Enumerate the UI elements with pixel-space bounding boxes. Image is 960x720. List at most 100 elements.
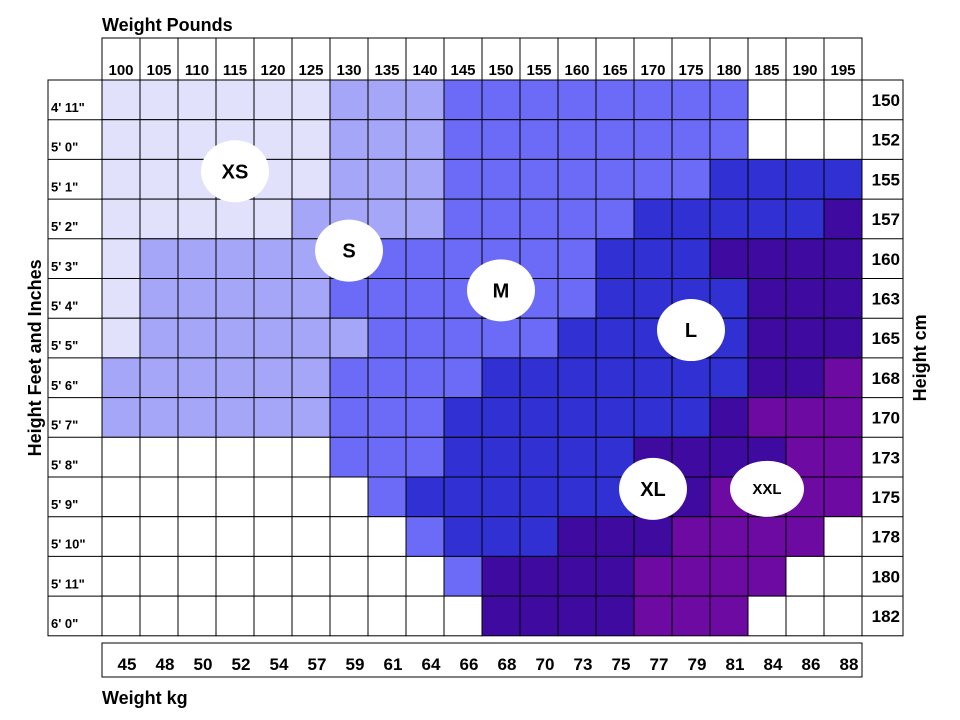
heatmap-cell	[139, 357, 179, 399]
heatmap-cell	[253, 516, 293, 557]
kg-tick-label: 81	[726, 655, 745, 674]
heatmap-cell	[291, 357, 331, 399]
heatmap-cell	[177, 198, 217, 240]
kg-footer-frame	[101, 642, 863, 678]
heatmap-cell	[215, 238, 255, 280]
heatmap-cell	[443, 317, 483, 359]
heatmap-cell	[747, 516, 787, 557]
heatmap-cell	[633, 79, 673, 121]
heatmap-cell	[785, 357, 825, 399]
size-label-text: S	[342, 241, 355, 263]
kg-tick-label: 86	[802, 655, 821, 674]
size-label-text: XXL	[752, 481, 781, 498]
heatmap-cell	[747, 238, 787, 280]
heatmap-cell	[405, 476, 445, 518]
heatmap-cell	[595, 595, 635, 637]
right-axis-title: Height cm	[910, 314, 930, 401]
size-labels: XS S M L XL XXL	[201, 140, 804, 520]
heatmap-cell	[557, 198, 597, 240]
heatmap-cell	[443, 119, 483, 160]
heatmap-cell	[481, 119, 521, 160]
heatmap-cell	[443, 476, 483, 518]
size-label-text: M	[493, 280, 510, 302]
heatmap-cell	[101, 278, 141, 319]
pound-tick-label: 160	[564, 62, 589, 79]
heatmap-cell	[139, 158, 179, 200]
heatmap-cell	[823, 79, 863, 121]
kg-tick-label: 77	[650, 655, 669, 674]
heatmap-cell	[405, 357, 445, 399]
heatmap-cell	[709, 238, 749, 280]
heatmap-cell	[519, 595, 559, 637]
heatmap-cell	[823, 158, 863, 200]
heatmap-cell	[633, 238, 673, 280]
heatmap-cell	[595, 158, 635, 200]
heatmap-cell	[253, 476, 293, 518]
heatmap-cell	[709, 158, 749, 200]
kg-tick-label: 79	[688, 655, 707, 674]
heatmap-cell	[177, 436, 217, 478]
height-ft-label: 5' 9"	[51, 497, 78, 512]
heatmap-cell	[671, 158, 711, 200]
heatmap-cell	[215, 397, 255, 438]
heatmap-cell	[557, 595, 597, 637]
top-axis-title: Weight Pounds	[102, 15, 233, 35]
kg-tick-label: 61	[384, 655, 403, 674]
heatmap-cell	[139, 397, 179, 438]
heatmap-cell	[519, 357, 559, 399]
heatmap-cells	[101, 79, 863, 637]
heatmap-cell	[557, 278, 597, 319]
heatmap-cell	[291, 79, 331, 121]
heatmap-cell	[671, 595, 711, 637]
heatmap-cell	[443, 436, 483, 478]
heatmap-cell	[215, 436, 255, 478]
heatmap-cell	[253, 198, 293, 240]
pound-tick-label: 105	[146, 62, 171, 79]
heatmap-cell	[291, 595, 331, 637]
pound-tick-label: 135	[374, 62, 399, 79]
heatmap-cell	[557, 397, 597, 438]
size-label-text: L	[685, 320, 697, 342]
heatmap-cell	[139, 198, 179, 240]
size-label-text: XL	[640, 479, 666, 501]
heatmap-cell	[215, 516, 255, 557]
height-cm-label: 150	[872, 91, 900, 110]
height-ft-label: 5' 2"	[51, 219, 78, 234]
heatmap-cell	[595, 555, 635, 597]
heatmap-cell	[329, 119, 369, 160]
heatmap-cell	[671, 555, 711, 597]
heatmap-cell	[405, 555, 445, 597]
heatmap-cell	[557, 79, 597, 121]
kg-tick-label: 50	[194, 655, 213, 674]
height-cm-label: 182	[872, 607, 900, 626]
heatmap-cell	[405, 317, 445, 359]
heatmap-cell	[595, 238, 635, 280]
heatmap-cell	[519, 119, 559, 160]
heatmap-cell	[329, 555, 369, 597]
heatmap-cell	[291, 516, 331, 557]
heatmap-cell	[177, 357, 217, 399]
heatmap-cell	[367, 79, 407, 121]
heatmap-cell	[785, 516, 825, 557]
pound-tick-label: 125	[298, 62, 323, 79]
heatmap-cell	[329, 317, 369, 359]
heatmap-cell	[101, 317, 141, 359]
heatmap-cell	[595, 397, 635, 438]
kg-tick-label: 45	[118, 655, 137, 674]
heatmap-cell	[215, 317, 255, 359]
heatmap-cell	[177, 516, 217, 557]
heatmap-cell	[595, 278, 635, 319]
heatmap-cell	[177, 79, 217, 121]
heatmap-cell	[633, 595, 673, 637]
heatmap-cell	[785, 595, 825, 637]
heatmap-cell	[443, 198, 483, 240]
heatmap-cell	[215, 476, 255, 518]
heatmap-cell	[329, 357, 369, 399]
heatmap-cell	[291, 476, 331, 518]
heatmap-cell	[253, 595, 293, 637]
heatmap-cell	[823, 476, 863, 518]
heatmap-cell	[405, 79, 445, 121]
pound-tick-label: 130	[336, 62, 361, 79]
kg-tick-label: 75	[612, 655, 631, 674]
heatmap-cell	[443, 397, 483, 438]
